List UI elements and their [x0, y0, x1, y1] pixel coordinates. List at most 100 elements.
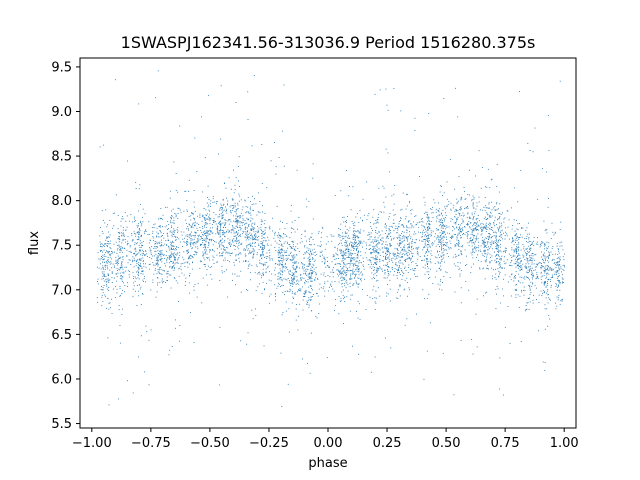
- scatter-point: [285, 258, 287, 260]
- scatter-point: [121, 272, 123, 274]
- scatter-point: [260, 221, 262, 223]
- scatter-point: [402, 249, 404, 251]
- scatter-point: [282, 260, 284, 262]
- scatter-point: [352, 245, 354, 247]
- scatter-point: [349, 252, 351, 254]
- scatter-point: [360, 279, 362, 281]
- scatter-point: [257, 229, 259, 231]
- scatter-point: [459, 229, 461, 230]
- scatter-point: [208, 244, 210, 246]
- scatter-point: [120, 250, 122, 252]
- scatter-point: [239, 229, 241, 231]
- scatter-point: [222, 198, 224, 200]
- scatter-point: [307, 250, 309, 252]
- scatter-point: [138, 244, 140, 246]
- scatter-point: [289, 244, 291, 246]
- scatter-point: [419, 221, 421, 223]
- scatter-point: [123, 235, 125, 237]
- scatter-point: [239, 227, 241, 229]
- scatter-point: [278, 234, 280, 236]
- scatter-point: [124, 285, 126, 286]
- scatter-point: [250, 279, 251, 281]
- scatter-point: [531, 267, 533, 269]
- scatter-point: [168, 224, 170, 225]
- scatter-point: [536, 266, 537, 268]
- scatter-point: [346, 282, 348, 284]
- scatter-point: [277, 285, 279, 287]
- scatter-point: [141, 252, 143, 254]
- scatter-point: [166, 233, 168, 235]
- scatter-point: [483, 241, 485, 243]
- scatter-point: [444, 226, 446, 228]
- scatter-point: [292, 275, 294, 277]
- scatter-point: [378, 235, 380, 237]
- scatter-point: [476, 221, 478, 223]
- scatter-point: [551, 268, 553, 270]
- scatter-point: [499, 250, 501, 252]
- scatter-point: [222, 214, 224, 216]
- scatter-point: [555, 286, 557, 287]
- scatter-point: [375, 227, 377, 229]
- scatter-point: [562, 281, 563, 283]
- scatter-point: [515, 248, 517, 250]
- scatter-point: [352, 234, 354, 236]
- scatter-point: [121, 252, 123, 254]
- scatter-point: [331, 261, 333, 263]
- scatter-point: [374, 308, 376, 310]
- scatter-point: [498, 275, 500, 277]
- scatter-point: [212, 198, 214, 200]
- scatter-point: [241, 242, 243, 244]
- scatter-point: [378, 213, 379, 215]
- scatter-point: [464, 191, 465, 193]
- scatter-point: [342, 260, 344, 261]
- scatter-point: [338, 258, 339, 259]
- scatter-point: [553, 234, 555, 236]
- scatter-point: [398, 267, 400, 269]
- scatter-point: [119, 249, 121, 251]
- scatter-point: [194, 210, 196, 212]
- scatter-point: [184, 190, 186, 192]
- scatter-point: [322, 227, 324, 229]
- scatter-point: [451, 236, 453, 238]
- scatter-point: [307, 278, 309, 280]
- scatter-point: [160, 259, 162, 261]
- scatter-point: [559, 283, 561, 285]
- scatter-point: [490, 246, 492, 248]
- scatter-point: [140, 225, 142, 227]
- scatter-point: [289, 282, 291, 284]
- scatter-point: [504, 256, 505, 258]
- scatter-point: [222, 245, 224, 247]
- scatter-point: [394, 253, 396, 255]
- scatter-point: [446, 205, 448, 207]
- scatter-point: [203, 240, 205, 241]
- scatter-point: [375, 264, 377, 265]
- scatter-point: [249, 232, 251, 234]
- scatter-point: [369, 236, 371, 238]
- scatter-point: [210, 227, 212, 229]
- scatter-point: [531, 253, 533, 255]
- scatter-point: [374, 272, 376, 274]
- scatter-point: [221, 217, 223, 219]
- scatter-point: [265, 239, 267, 241]
- scatter-point: [290, 227, 292, 229]
- scatter-point: [120, 267, 122, 268]
- scatter-point: [358, 268, 360, 270]
- scatter-point: [361, 271, 363, 273]
- scatter-point: [233, 238, 235, 240]
- scatter-point: [455, 209, 457, 210]
- scatter-point: [105, 264, 106, 266]
- scatter-point: [456, 198, 458, 200]
- scatter-point: [388, 216, 390, 218]
- scatter-point: [204, 224, 206, 226]
- scatter-point: [233, 220, 234, 222]
- scatter-point: [190, 254, 191, 256]
- scatter-point: [142, 257, 144, 259]
- scatter-point: [510, 254, 512, 256]
- scatter-point: [207, 233, 209, 235]
- scatter-point: [263, 264, 265, 266]
- scatter-point: [462, 212, 464, 214]
- scatter-point: [245, 212, 247, 214]
- scatter-point: [376, 251, 378, 253]
- scatter-point: [530, 260, 532, 262]
- scatter-point: [166, 259, 167, 261]
